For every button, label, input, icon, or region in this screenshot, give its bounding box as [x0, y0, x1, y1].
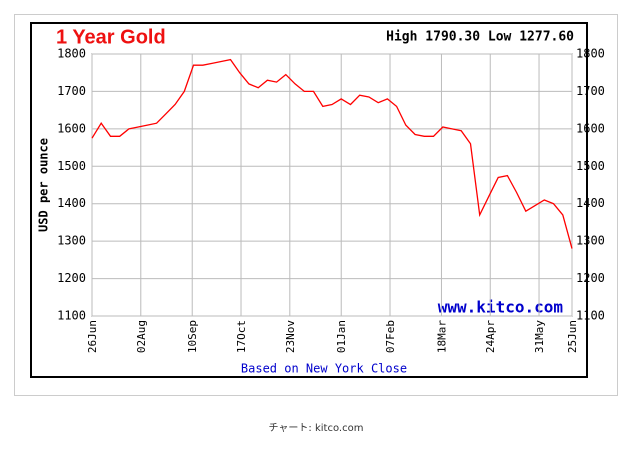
y-tick-label-right: 1400 — [576, 196, 605, 210]
x-tick-label: 10Sep — [186, 320, 199, 353]
y-tick-label-right: 1300 — [576, 234, 605, 248]
y-tick-label: 1400 — [57, 196, 86, 210]
y-tick-label-right: 1600 — [576, 121, 605, 135]
x-tick-label: 01Jan — [335, 320, 348, 353]
y-tick-label: 1700 — [57, 84, 86, 98]
price-line — [91, 58, 573, 249]
y-tick-label-right: 1500 — [576, 159, 605, 173]
y-axis-label: USD per ounce — [37, 138, 51, 232]
y-tick-label: 1600 — [57, 121, 86, 135]
x-tick-label: 26Jun — [86, 320, 99, 353]
chart-title: 1 Year Gold — [56, 26, 166, 48]
x-tick-label: 07Feb — [384, 320, 397, 353]
x-tick-label: 23Nov — [284, 320, 297, 353]
x-tick-label: 25Jun — [566, 320, 579, 353]
caption: チャート: kitco.com — [269, 422, 364, 434]
x-tick-label: 17Oct — [235, 320, 248, 353]
y-tick-label: 1300 — [57, 234, 86, 248]
x-tick-label: 31May — [533, 320, 546, 353]
y-tick-label-right: 1800 — [576, 47, 605, 61]
chart-frame — [30, 22, 588, 378]
grid — [91, 53, 573, 317]
y-tick-label: 1200 — [57, 271, 86, 285]
y-tick-label: 1800 — [57, 47, 86, 61]
x-axis-label: Based on New York Close — [241, 362, 407, 376]
y-tick-label-right: 1100 — [576, 309, 605, 323]
y-tick-label-right: 1700 — [576, 84, 605, 98]
watermark: www.kitco.com — [438, 298, 564, 317]
x-tick-label: 02Aug — [135, 320, 148, 353]
subtitle: High 1790.30 Low 1277.60 — [386, 30, 574, 45]
y-tick-label: 1500 — [57, 159, 86, 173]
x-tick-label: 18Mar — [435, 320, 448, 353]
y-tick-label-right: 1200 — [576, 271, 605, 285]
x-tick-label: 24Apr — [484, 320, 497, 353]
y-tick-label: 1100 — [57, 309, 86, 323]
